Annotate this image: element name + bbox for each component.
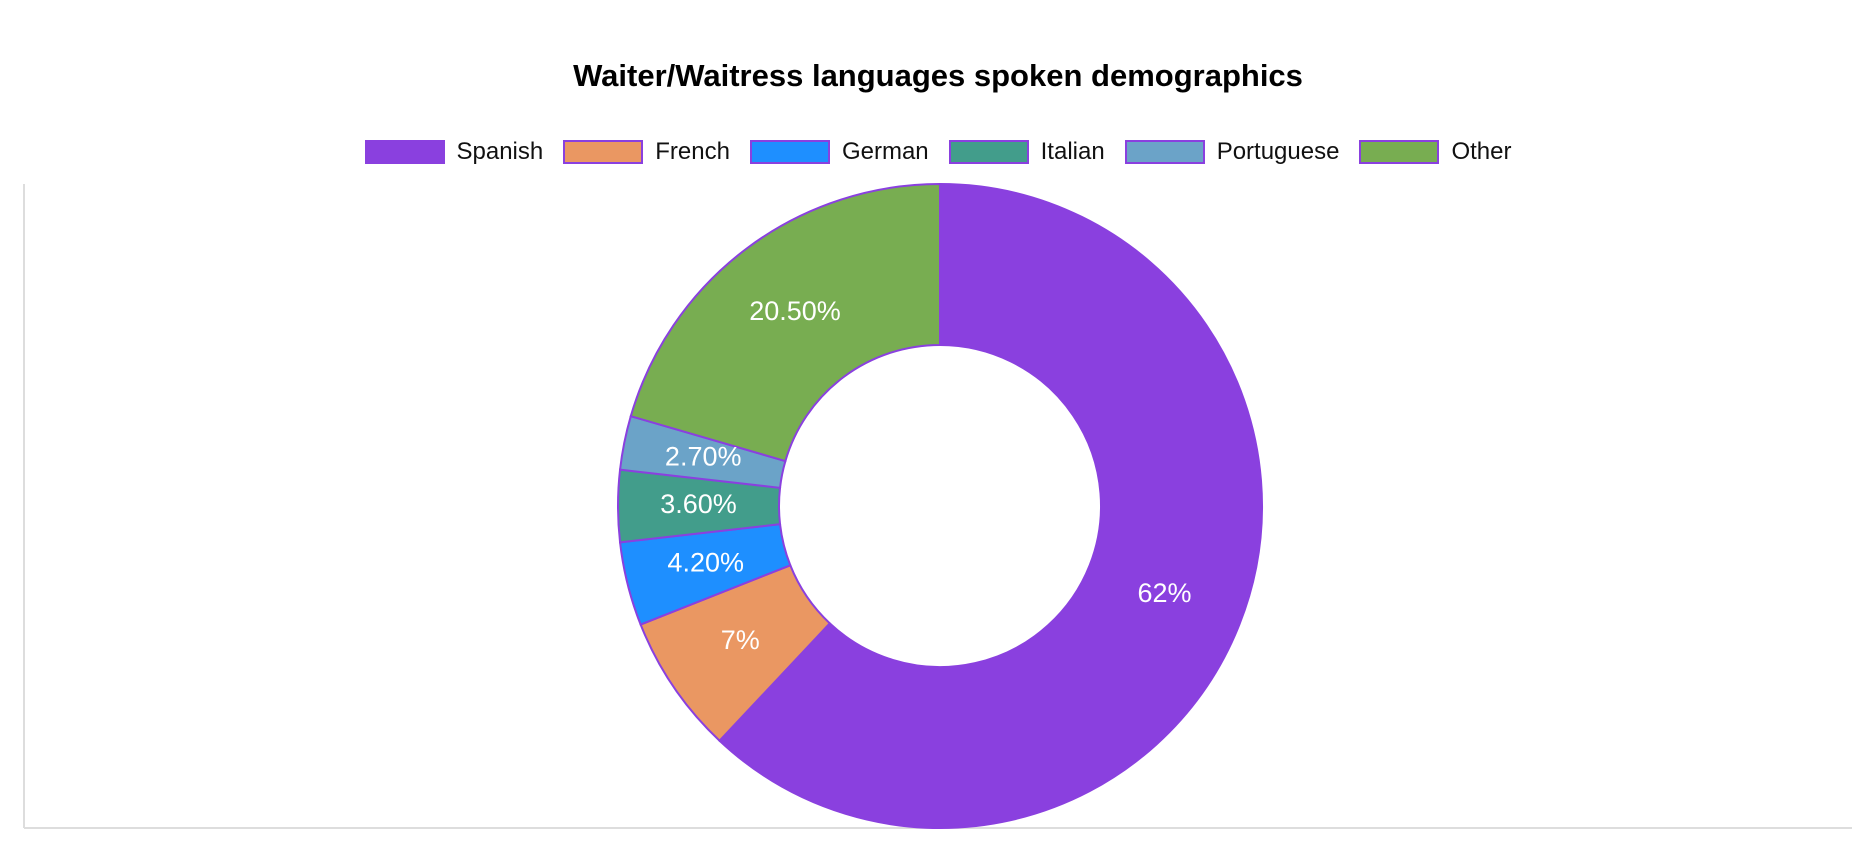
labels-group: 62% 7% 4.20% 3.60% 2.70% 20.50% [660,296,1191,655]
slice-label-italian: 3.60% [660,489,737,519]
legend-item-portuguese[interactable]: Portuguese [1124,138,1340,166]
slice-label-other: 20.50% [749,296,841,326]
slice-spanish[interactable] [718,182,1263,829]
legend-label: Portuguese [1216,138,1340,165]
legend-item-german[interactable]: German [749,138,929,166]
legend-label: Other [1451,138,1512,165]
legend-label: Spanish [456,138,544,165]
legend-swatch [563,140,644,164]
chart-title: Waiter/Waitress languages spoken demogra… [573,58,1303,93]
slice-label-french: 7% [721,625,760,655]
legend-label: Italian [1040,138,1105,165]
legend-item-french[interactable]: French [563,138,730,166]
slice-label-german: 4.20% [667,548,744,578]
slices-group [617,182,1263,829]
legend-item-other[interactable]: Other [1359,138,1511,166]
legend-swatch [749,140,830,164]
legend-swatch [1124,140,1205,164]
slice-label-spanish: 62% [1138,578,1192,608]
legend: Spanish French German Italian Portuguese Othe… [0,136,1876,168]
legend-swatch [1359,140,1440,164]
legend-swatch [364,140,445,164]
legend-label: French [655,138,730,165]
legend-swatch [948,140,1029,164]
legend-item-italian[interactable]: Italian [948,138,1105,166]
slice-other[interactable] [629,182,941,463]
legend-label: German [841,138,929,165]
legend-item-spanish[interactable]: Spanish [364,138,544,166]
slice-label-portuguese: 2.70% [665,442,742,472]
